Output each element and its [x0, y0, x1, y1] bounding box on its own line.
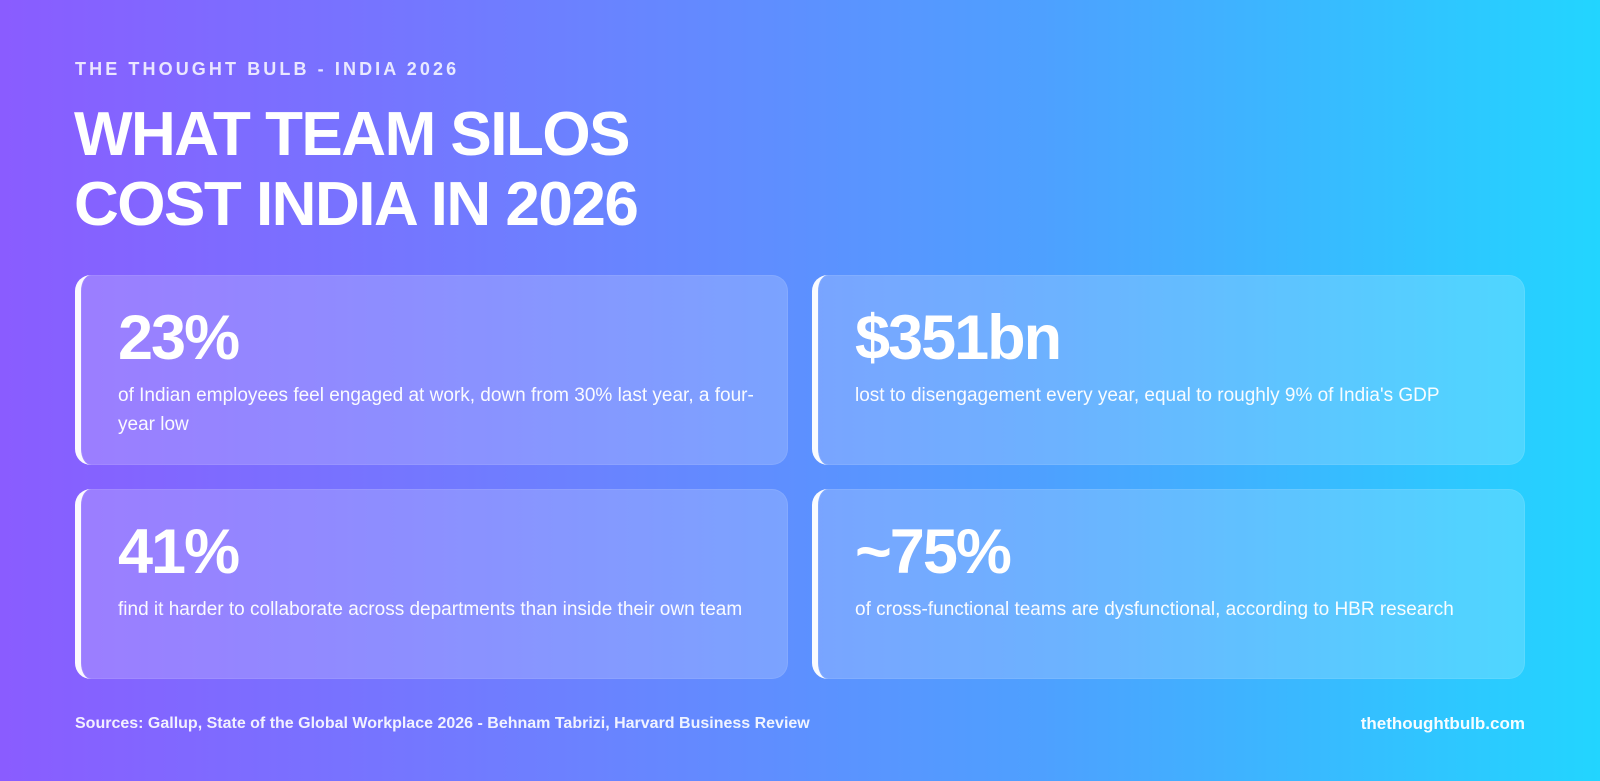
stat-description-engagement: of Indian employees feel engaged at work…	[118, 385, 754, 435]
website-link[interactable]: thethoughtbulb.com	[1360, 714, 1525, 733]
stat-card-engagement: 23% of Indian employees feel engaged at …	[75, 275, 788, 465]
stat-value-dysfunction: ~75%	[855, 517, 1012, 587]
stat-value-engagement: 23%	[118, 303, 240, 373]
sources-note: Sources: Gallup, State of the Global Wor…	[75, 715, 810, 732]
stat-description-cost: lost to disengagement every year, equal …	[855, 385, 1440, 406]
brand-eyebrow: THE THOUGHT BULB - INDIA 2026	[75, 59, 460, 79]
stat-card-cost: $351bn lost to disengagement every year,…	[812, 275, 1525, 465]
title-line-1: WHAT TEAM SILOS	[74, 100, 630, 169]
stat-card-collaboration: 41% find it harder to collaborate across…	[75, 489, 788, 679]
stat-description-collaboration: find it harder to collaborate across dep…	[118, 599, 743, 620]
stat-card-dysfunction: ~75% of cross-functional teams are dysfu…	[812, 489, 1525, 679]
stat-value-collaboration: 41%	[118, 517, 240, 587]
page-title: WHAT TEAM SILOS COST INDIA IN 2026	[74, 100, 639, 240]
stat-value-cost: $351bn	[855, 303, 1062, 373]
title-line-2: COST INDIA IN 2026	[74, 170, 639, 239]
stat-description-dysfunction: of cross-functional teams are dysfunctio…	[855, 599, 1454, 620]
